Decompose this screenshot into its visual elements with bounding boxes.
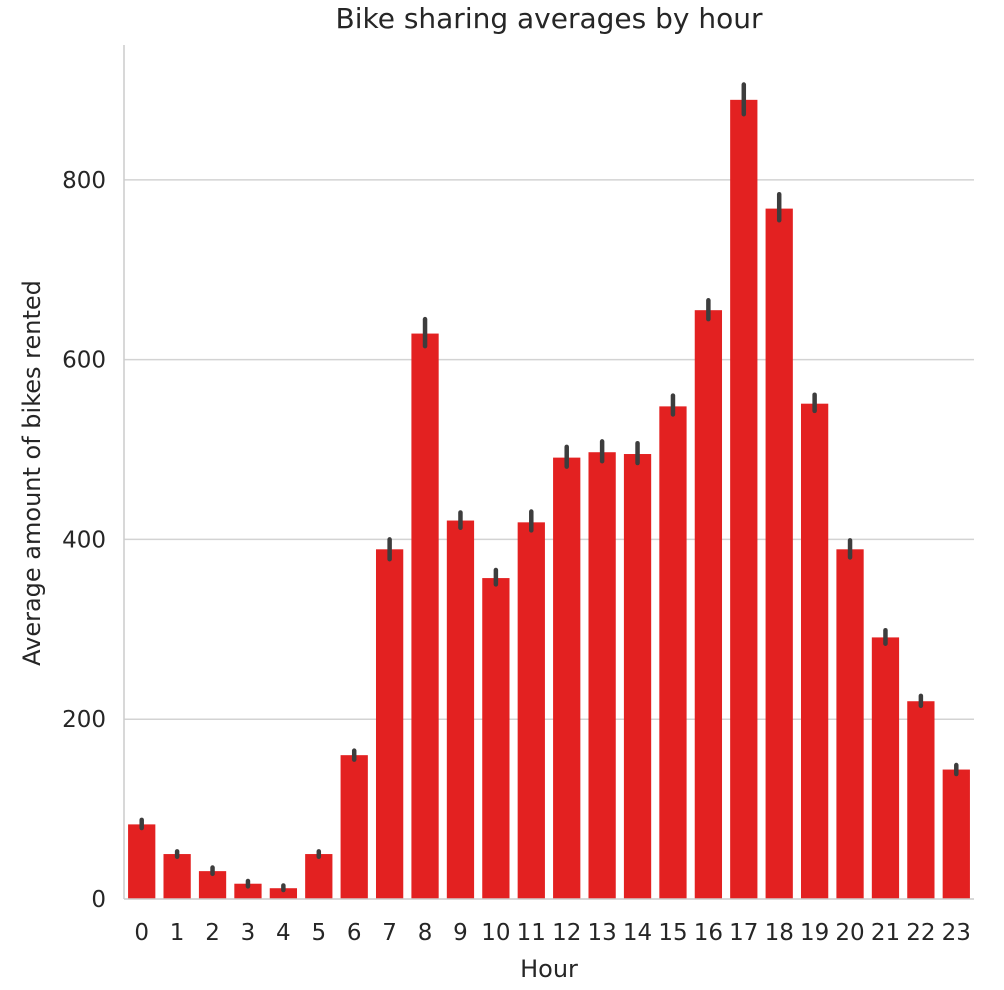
x-tick-label: 14 xyxy=(623,920,652,946)
bar-hour-8 xyxy=(411,333,439,899)
bars xyxy=(128,99,970,900)
bar-hour-7 xyxy=(375,549,404,899)
bar-hour-12 xyxy=(553,457,581,899)
x-tick-label: 16 xyxy=(694,920,723,946)
bar-hour-17 xyxy=(730,99,758,899)
x-tick-label: 8 xyxy=(418,920,433,946)
x-tick-label: 12 xyxy=(552,920,581,946)
y-tick-label: 400 xyxy=(62,527,106,553)
bar-hour-14 xyxy=(623,454,652,899)
y-tick-label: 200 xyxy=(62,707,106,733)
x-tick-label: 2 xyxy=(205,920,220,946)
y-tick-label: 0 xyxy=(91,887,106,913)
bar-hour-1 xyxy=(163,854,191,899)
x-tick-label: 1 xyxy=(170,920,185,946)
x-tick-label: 13 xyxy=(587,920,616,946)
x-tick-label: 5 xyxy=(311,920,326,946)
x-tick-label: 0 xyxy=(134,920,149,946)
bar-hour-18 xyxy=(765,208,793,900)
bar-hour-15 xyxy=(659,406,687,899)
x-tick-label: 17 xyxy=(729,920,758,946)
x-tick-label: 15 xyxy=(658,920,687,946)
x-axis-label: Hour xyxy=(520,955,578,983)
x-tick-label: 11 xyxy=(517,920,546,946)
y-tick-labels: 0 200 400 600 800 xyxy=(62,168,106,913)
x-tick-label: 21 xyxy=(871,920,900,946)
x-tick-label: 7 xyxy=(382,920,397,946)
chart-title: Bike sharing averages by hour xyxy=(335,2,763,35)
bar-hour-22 xyxy=(907,701,935,899)
bar-hour-3 xyxy=(234,883,262,899)
bar-hour-13 xyxy=(588,452,616,899)
bar-hour-16 xyxy=(694,310,723,900)
x-tick-label: 4 xyxy=(276,920,291,946)
bar-hour-10 xyxy=(482,578,510,899)
axes xyxy=(123,45,974,900)
bar-hour-20 xyxy=(836,549,864,899)
x-tick-label: 19 xyxy=(800,920,829,946)
bar-hour-11 xyxy=(517,522,545,899)
y-tick-label: 600 xyxy=(62,348,106,374)
x-tick-label: 18 xyxy=(765,920,794,946)
bar-hour-6 xyxy=(340,755,368,899)
bar-hour-21 xyxy=(871,637,900,899)
bar-hour-4 xyxy=(269,888,298,899)
gridlines xyxy=(124,179,974,720)
bar-hour-5 xyxy=(305,854,333,899)
x-tick-label: 20 xyxy=(835,920,864,946)
x-tick-label: 6 xyxy=(347,920,362,946)
x-tick-label: 3 xyxy=(241,920,256,946)
bar-hour-23 xyxy=(942,769,970,899)
bar-hour-0 xyxy=(128,824,156,899)
x-tick-labels: 0 1 2 3 4 5 6 7 8 9 10 11 12 13 14 15 16 17 18 19 20 21 22 23 xyxy=(134,920,971,946)
error-bars xyxy=(139,82,959,893)
x-tick-label: 23 xyxy=(942,920,971,946)
y-tick-label: 800 xyxy=(62,168,106,194)
x-tick-label: 9 xyxy=(453,920,468,946)
bar-hour-9 xyxy=(446,520,475,899)
y-axis-label: Average amount of bikes rented xyxy=(18,280,46,666)
x-tick-label: 10 xyxy=(481,920,510,946)
x-tick-label: 22 xyxy=(906,920,935,946)
bar-hour-19 xyxy=(800,403,829,899)
